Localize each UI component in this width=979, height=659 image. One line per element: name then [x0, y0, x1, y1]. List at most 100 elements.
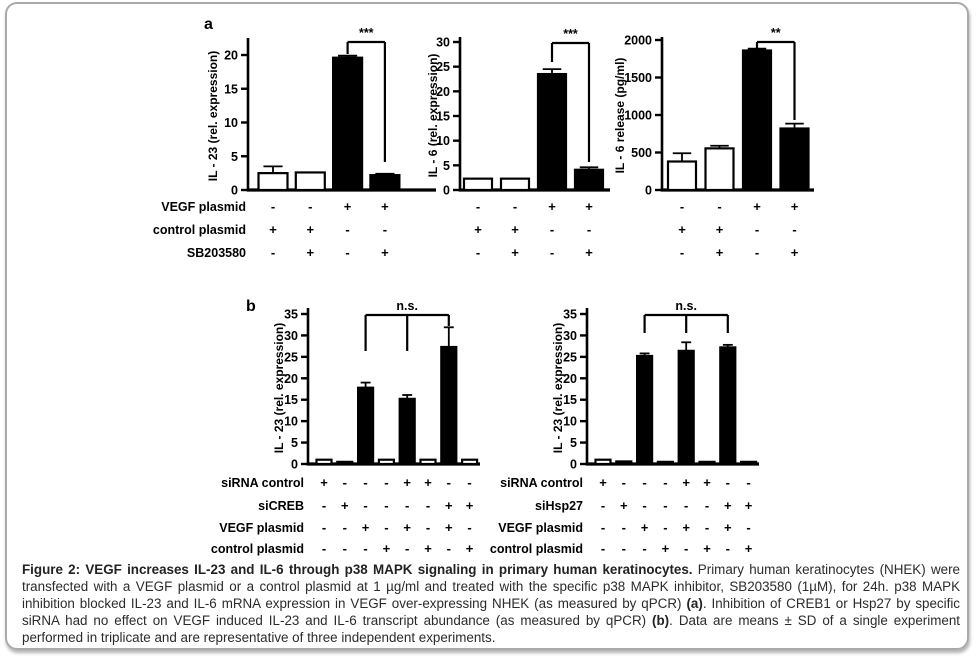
condition-value: - — [308, 199, 312, 214]
condition-value: - — [746, 475, 750, 490]
caption-segment: Primary human keratinocytes (NHEK) were … — [22, 562, 960, 611]
condition-value: + — [585, 245, 593, 260]
caption-segment: . Inhibition of CREB1 or Hsp27 by specif… — [22, 595, 960, 628]
condition-value: + — [678, 222, 686, 237]
condition-value: - — [322, 541, 326, 556]
panel-label-a: a — [204, 16, 213, 33]
bar — [377, 458, 395, 466]
y-axis-title: IL - 23 (rel. expression) — [272, 323, 286, 454]
bar — [440, 345, 458, 466]
condition-value: - — [384, 475, 388, 490]
bar — [704, 147, 735, 192]
y-tick-label: 0 — [570, 458, 577, 472]
y-tick-label: 20 — [436, 85, 450, 99]
y-tick-label: 35 — [284, 308, 298, 322]
condition-value: - — [680, 245, 684, 260]
condition-value: - — [601, 541, 605, 556]
condition-value: + — [724, 520, 732, 535]
condition-row-label: control plasmid — [153, 223, 246, 237]
condition-row-label: VEGF plasmid — [219, 521, 304, 535]
condition-value: + — [716, 245, 724, 260]
condition-value: - — [684, 541, 688, 556]
y-tick-label: 30 — [563, 329, 577, 343]
condition-value: - — [622, 520, 626, 535]
bar — [739, 460, 758, 466]
condition-value: + — [403, 475, 411, 490]
condition-row-label: siHsp27 — [535, 499, 583, 513]
condition-value: + — [344, 199, 352, 214]
condition-value: - — [642, 475, 646, 490]
condition-value: + — [424, 541, 432, 556]
condition-value: - — [476, 199, 480, 214]
y-tick-label: 5 — [570, 436, 577, 450]
bar — [398, 397, 416, 466]
condition-value: + — [445, 498, 453, 513]
y-tick-label: 25 — [563, 350, 577, 364]
condition-value: - — [680, 199, 684, 214]
condition-value: + — [716, 222, 724, 237]
condition-value: - — [601, 498, 605, 513]
bar — [594, 458, 612, 466]
condition-value: + — [466, 498, 474, 513]
condition-value: + — [466, 541, 474, 556]
condition-value: + — [724, 498, 732, 513]
condition-value: - — [717, 199, 721, 214]
y-tick-label: 25 — [284, 350, 298, 364]
condition-value: - — [343, 541, 347, 556]
condition-value: - — [705, 498, 709, 513]
y-tick-label: 20 — [284, 372, 298, 386]
condition-value: - — [467, 475, 471, 490]
condition-value: - — [755, 222, 759, 237]
y-tick-label: 30 — [284, 329, 298, 343]
condition-value: + — [548, 199, 556, 214]
condition-row-label: VEGF plasmid — [498, 521, 583, 535]
condition-value: - — [271, 245, 275, 260]
condition-value: - — [642, 541, 646, 556]
bar — [369, 174, 401, 192]
y-tick-label: 20 — [563, 372, 577, 386]
y-tick-label: 0 — [443, 184, 450, 198]
condition-value: - — [746, 520, 750, 535]
condition-value: - — [513, 199, 517, 214]
condition-value: + — [424, 475, 432, 490]
condition-value: - — [405, 498, 409, 513]
bar — [741, 49, 773, 192]
condition-value: - — [322, 520, 326, 535]
condition-value: - — [550, 245, 554, 260]
bar — [779, 127, 810, 192]
condition-value: - — [663, 498, 667, 513]
condition-value: + — [383, 541, 391, 556]
condition-value: + — [703, 541, 711, 556]
condition-value: - — [601, 520, 605, 535]
condition-value: - — [726, 475, 730, 490]
bar — [635, 354, 654, 466]
bar — [294, 171, 326, 192]
condition-value: - — [345, 222, 349, 237]
condition-value: + — [753, 199, 761, 214]
condition-value: + — [511, 222, 519, 237]
chart-a3: 0 500 1000 1500 2000 IL - 6 release (pg/ml) **… — [613, 26, 814, 260]
significance-label: *** — [563, 27, 578, 41]
y-tick-label: 1500 — [624, 71, 652, 85]
condition-value: - — [642, 498, 646, 513]
condition-value: - — [467, 520, 471, 535]
condition-row-label: siRNA control — [221, 476, 304, 490]
y-tick-label: 500 — [631, 146, 652, 160]
condition-row-label: VEGF plasmid — [161, 200, 246, 214]
y-tick-label: 20 — [224, 49, 238, 63]
condition-value: - — [405, 541, 409, 556]
bar — [332, 56, 364, 192]
condition-row-label: SB203580 — [187, 246, 246, 260]
condition-value: + — [362, 520, 370, 535]
condition-row-label: siCREB — [258, 499, 304, 513]
condition-value: + — [682, 520, 690, 535]
bar — [615, 460, 633, 466]
y-axis-title: IL - 6 (rel. expression) — [426, 54, 440, 178]
caption-segment: . Data are means ± SD of a single experi… — [22, 612, 960, 645]
bar — [336, 460, 354, 466]
condition-value: + — [511, 245, 519, 260]
bar — [499, 177, 531, 192]
bar — [719, 346, 737, 466]
y-tick-label: 10 — [436, 134, 450, 148]
